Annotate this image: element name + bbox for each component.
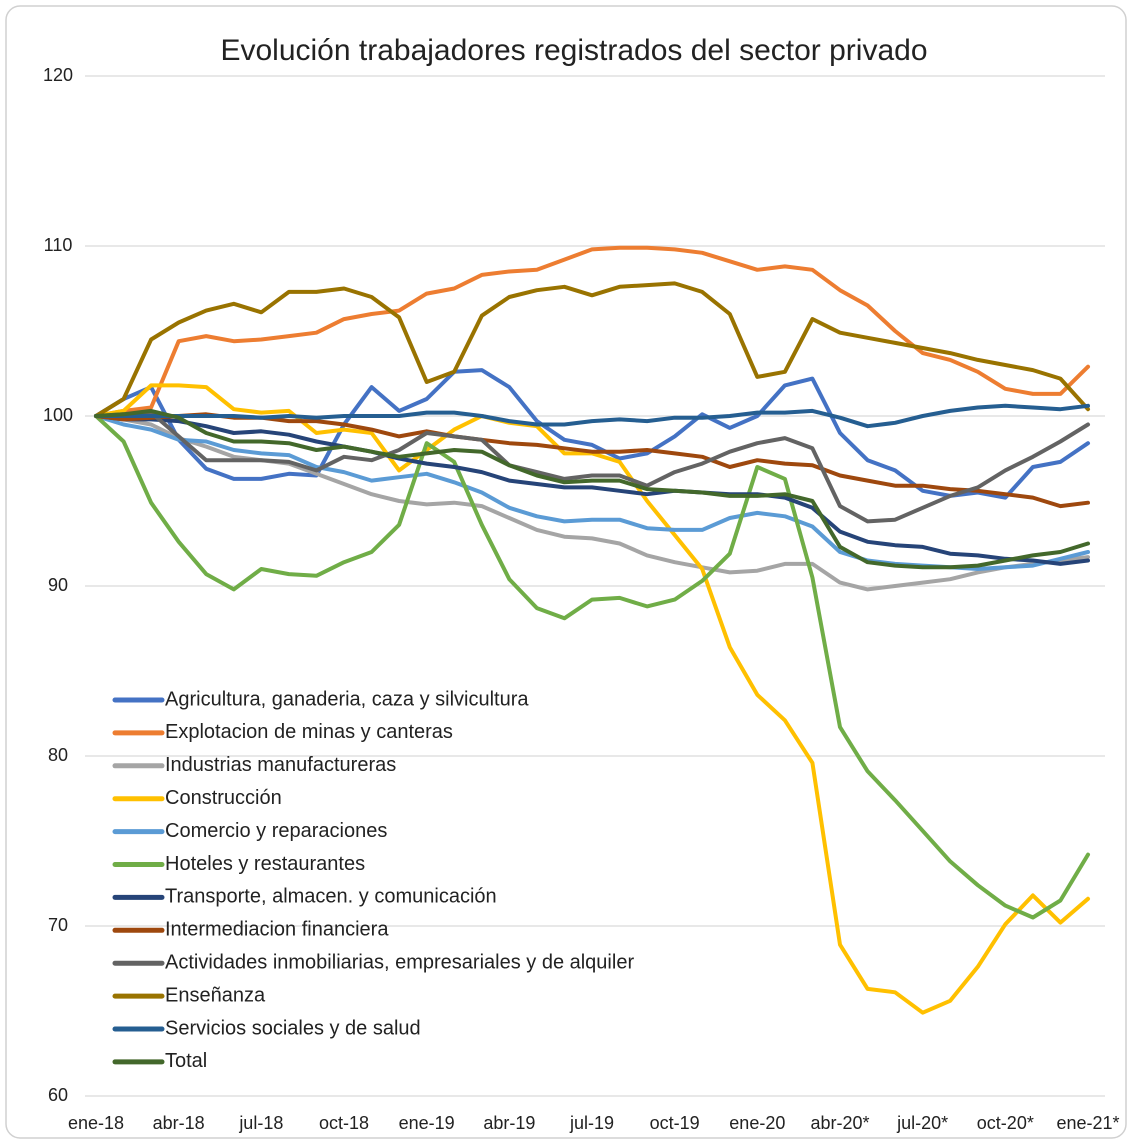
legend-label: Actividades inmobiliarias, empresariales…	[165, 951, 634, 973]
legend-label: Transporte, almacen. y comunicación	[165, 886, 497, 908]
y-tick-label: 110	[44, 235, 73, 255]
x-tick-label: abr-18	[153, 1113, 205, 1133]
y-tick-label: 120	[43, 65, 73, 85]
legend-label: Hoteles y restaurantes	[165, 853, 365, 875]
x-tick-label: jul-19	[569, 1113, 614, 1133]
legend-label: Industrias manufactureras	[165, 754, 396, 776]
x-tick-label: abr-20*	[810, 1113, 869, 1133]
legend-label: Intermediacion financiera	[165, 919, 389, 941]
x-tick-label: oct-18	[319, 1113, 369, 1133]
series-line	[94, 414, 1090, 566]
y-tick-label: 80	[48, 745, 68, 765]
x-tick-label: jul-18	[238, 1113, 283, 1133]
chart-border	[5, 5, 1127, 1139]
series-line	[94, 368, 1090, 500]
x-tick-label: ene-20	[729, 1113, 785, 1133]
legend-label: Enseñanza	[165, 984, 266, 1006]
legend-label: Construcción	[165, 787, 282, 809]
legend-label: Agricultura, ganaderia, caza y silvicult…	[165, 688, 529, 710]
legend-label: Explotacion de minas y canteras	[165, 721, 453, 743]
legend-label: Comercio y reparaciones	[165, 820, 387, 842]
x-tick-label: oct-19	[650, 1113, 700, 1133]
y-tick-label: 90	[48, 575, 68, 595]
legend-label: Total	[165, 1050, 207, 1072]
x-tick-label: ene-21*	[1056, 1113, 1119, 1133]
series-line	[94, 414, 1090, 920]
series-line	[94, 403, 1090, 429]
y-tick-label: 60	[48, 1085, 68, 1105]
series-line	[94, 281, 1090, 418]
y-tick-label: 70	[48, 915, 68, 935]
series-line	[94, 245, 1090, 418]
legend-label: Servicios sociales y de salud	[165, 1017, 421, 1039]
series-line	[94, 410, 1090, 524]
y-tick-label: 100	[43, 405, 73, 425]
x-tick-label: jul-20*	[896, 1113, 948, 1133]
x-tick-label: oct-20*	[977, 1113, 1034, 1133]
x-tick-label: ene-18	[68, 1113, 124, 1133]
series-line	[94, 408, 1090, 570]
x-tick-label: ene-19	[399, 1113, 455, 1133]
chart-title: Evolución trabajadores registrados del s…	[220, 34, 927, 67]
x-tick-label: abr-19	[483, 1113, 535, 1133]
